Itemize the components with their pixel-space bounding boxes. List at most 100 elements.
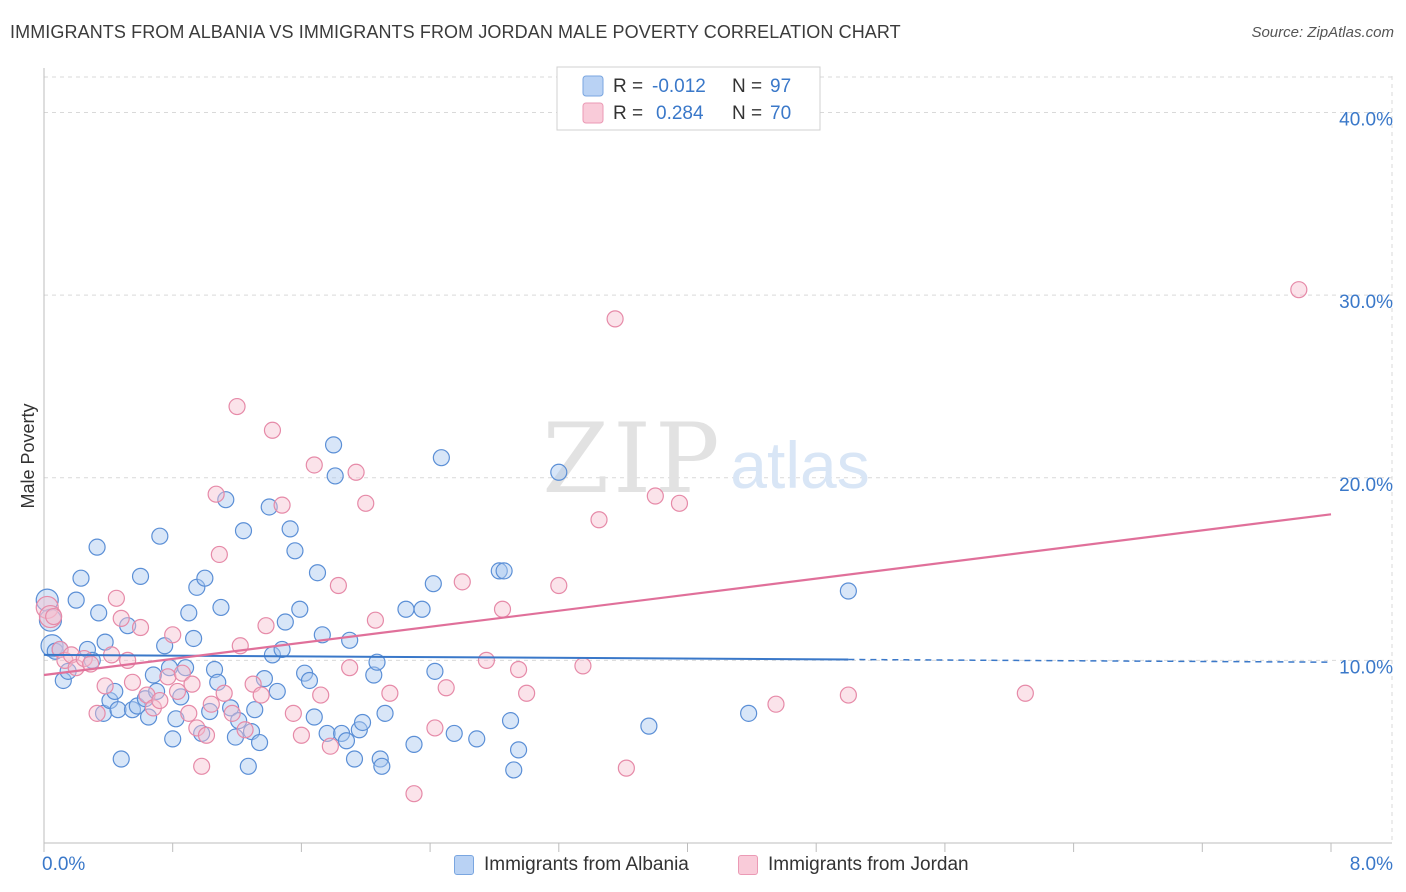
jordan-trend-line [43, 513, 1332, 677]
jordan-point-65 [617, 759, 635, 777]
albania-point-33 [176, 659, 195, 677]
jordan-point-23 [173, 664, 191, 682]
jordan-point-58 [493, 600, 512, 618]
source-label: Source: ZipAtlas.com [1251, 24, 1394, 41]
legend-bottom-albania-label: Immigrants from Albania [484, 854, 689, 875]
albania-point-52 [255, 670, 273, 688]
albania-point-80 [397, 600, 415, 618]
legend-top: R = -0.012 N = 97 R = 0.284 N = 70 [556, 66, 821, 131]
jordan-point-40 [263, 421, 282, 439]
jordan-point-52 [381, 684, 399, 702]
legend-albania-n-label: N = [732, 76, 762, 97]
jordan-point-24 [180, 704, 198, 722]
jordan-point-56 [453, 573, 471, 591]
jordan-point-45 [312, 686, 330, 704]
x-tick-label-max: 8.0% [1350, 854, 1393, 875]
albania-point-67 [324, 436, 343, 454]
albania-point-74 [353, 713, 372, 732]
albania-point-30 [164, 730, 182, 748]
axes [43, 68, 1392, 852]
jordan-point-50 [357, 494, 375, 512]
jordan-point-59 [509, 660, 528, 679]
albania-point-72 [345, 750, 364, 768]
jordan-point-49 [347, 463, 365, 481]
jordan-point-20 [159, 668, 177, 686]
albania-point-43 [217, 491, 235, 509]
jordan-point-70 [1016, 684, 1034, 702]
jordan-point-3 [51, 640, 69, 659]
y-tick-label-10: 10.0% [1339, 657, 1393, 678]
legend-albania-n-value: 97 [770, 76, 791, 97]
albania-trend-extension [848, 658, 1332, 663]
jordan-point-53 [405, 785, 423, 803]
jordan-point-41 [273, 496, 291, 514]
legend-albania-swatch [582, 75, 604, 97]
jordan-point-31 [210, 545, 228, 564]
albania-point-38 [196, 569, 214, 587]
jordan-point-66 [646, 487, 664, 505]
albania-point-63 [305, 708, 323, 726]
jordan-point-30 [207, 485, 225, 503]
jordan-point-21 [164, 626, 182, 644]
albania-point-60 [291, 600, 309, 618]
albania-point-95 [740, 704, 758, 722]
jordan-point-38 [252, 686, 270, 704]
albania-point-62 [300, 671, 319, 690]
jordan-point-42 [284, 704, 302, 722]
albania-point-85 [432, 449, 450, 467]
legend-jordan-swatch [582, 102, 604, 124]
albania-trend-line [43, 653, 849, 661]
jordan-point-61 [550, 576, 568, 595]
albania-point-34 [180, 604, 198, 622]
jordan-point-36 [236, 721, 254, 739]
jordan-point-13 [112, 609, 130, 627]
albania-point-9 [78, 640, 97, 659]
legend-jordan-r-label: R = [613, 103, 643, 124]
jordan-point-34 [228, 397, 246, 416]
legend-bottom-jordan-label: Immigrants from Jordan [768, 854, 969, 875]
albania-point-55 [268, 682, 286, 701]
albania-point-18 [112, 750, 130, 768]
albania-point-84 [426, 662, 444, 680]
albania-point-86 [445, 724, 463, 743]
jordan-point-15 [123, 673, 142, 691]
albania-point-22 [131, 567, 150, 585]
legend-item-albania: Immigrants from Albania [454, 854, 689, 876]
chart-title: IMMIGRANTS FROM ALBANIA VS IMMIGRANTS FR… [10, 22, 901, 42]
jordan-point-9 [88, 704, 106, 722]
albania-point-88 [490, 562, 508, 580]
albania-point-91 [505, 761, 523, 779]
jordan-point-63 [590, 511, 608, 529]
jordan-point-22 [168, 682, 187, 701]
trend-lines [43, 513, 1332, 677]
jordan-point-43 [292, 726, 310, 744]
jordan-point-68 [767, 695, 785, 713]
jordan-point-27 [193, 757, 211, 775]
jordan-point-39 [257, 617, 275, 635]
jordan-point-16 [131, 618, 150, 637]
y-axis-label: Male Poverty [18, 403, 38, 508]
albania-point-93 [550, 463, 568, 481]
albania-point-96 [839, 582, 857, 600]
jordan-point-69 [839, 686, 857, 704]
albania-point-70 [337, 732, 356, 750]
albania-point-11 [88, 538, 106, 556]
jordan-point-62 [574, 657, 592, 675]
albania-point-26 [148, 682, 166, 701]
albania-point-35 [185, 629, 203, 648]
albania-point-51 [250, 733, 269, 752]
albania-point-89 [495, 562, 513, 580]
albania-point-12 [90, 604, 108, 622]
jordan-point-19 [151, 691, 169, 710]
legend-bottom: Immigrants from Albania Immigrants from … [0, 850, 1406, 880]
albania-point-7 [67, 591, 85, 609]
jordan-point-10 [96, 677, 114, 695]
jordan-point-54 [426, 719, 444, 737]
jordan-point-2 [45, 607, 63, 626]
x-tick-label-min: 0.0% [42, 854, 85, 875]
jordan-point-28 [197, 726, 216, 744]
tick-labels: 10.0% 20.0% 30.0% 40.0% 0.0% 8.0% [42, 110, 1393, 875]
albania-point-66 [318, 724, 336, 743]
albania-point-87 [468, 730, 486, 748]
jordan-point-71 [1290, 281, 1308, 299]
